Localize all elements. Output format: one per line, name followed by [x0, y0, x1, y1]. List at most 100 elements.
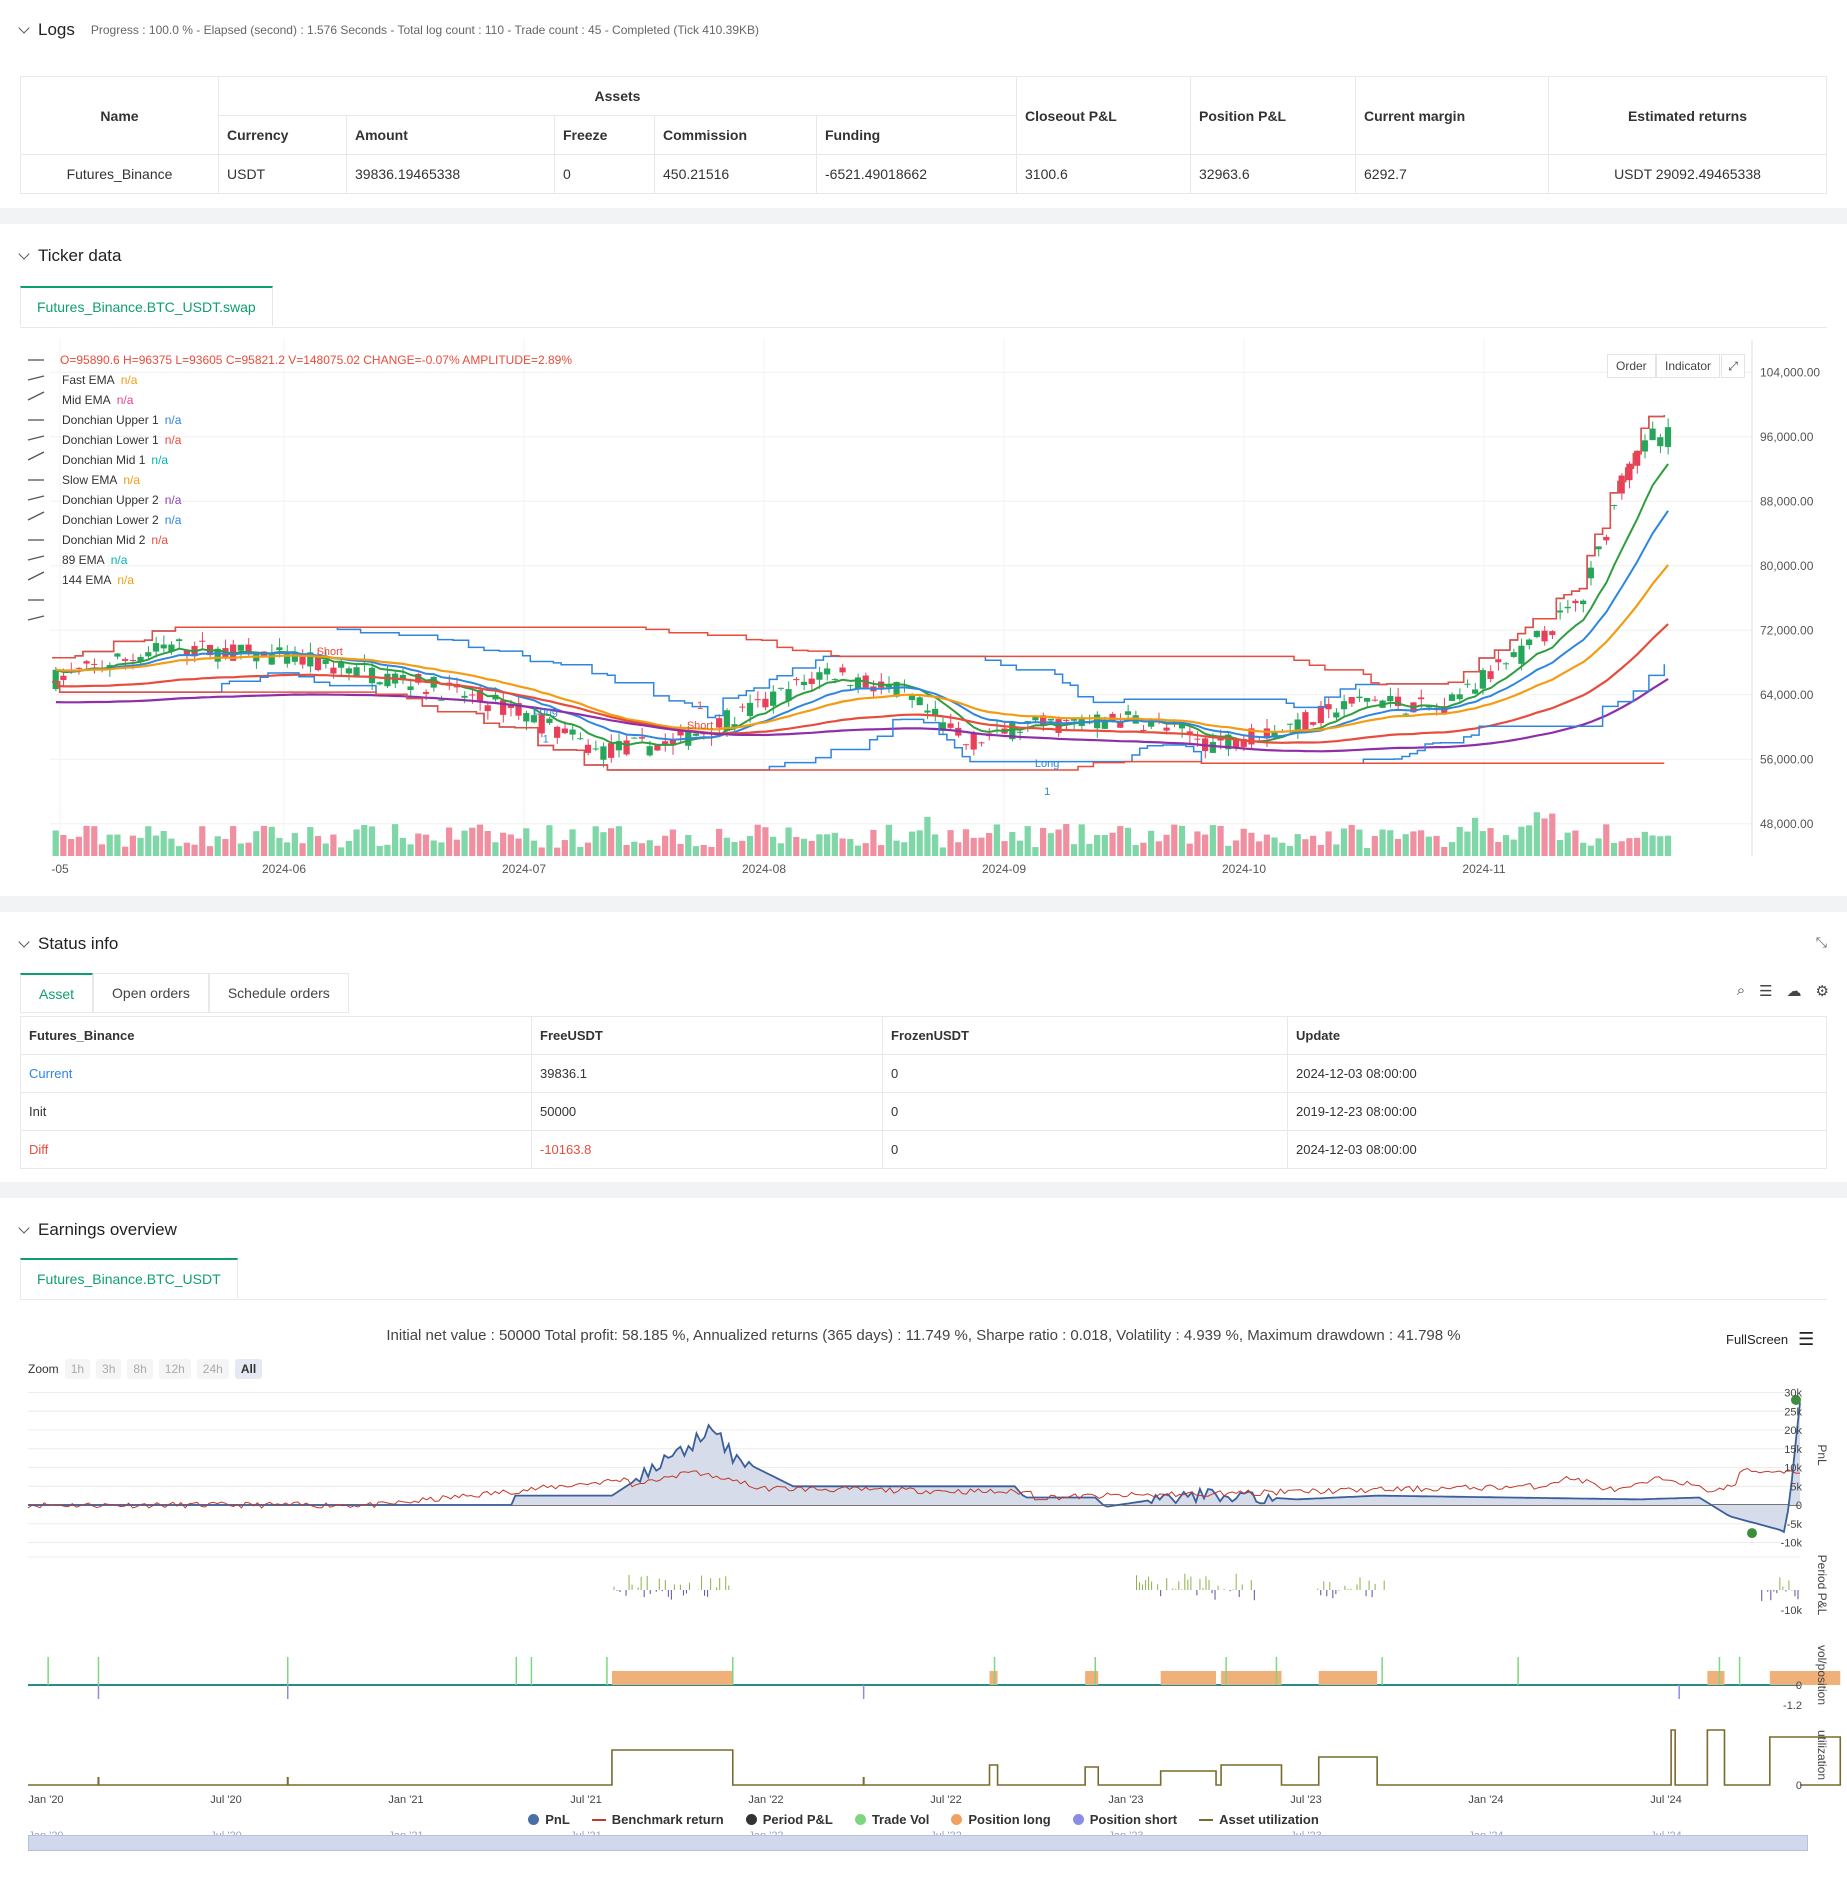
benchmark-line	[27, 1467, 1801, 1509]
volume-bar	[716, 828, 723, 856]
candle	[1564, 606, 1571, 609]
legend-item[interactable]: Trade Vol	[854, 1812, 929, 1827]
fullscreen-button[interactable]: FullScreen ☰	[1726, 1329, 1814, 1350]
ticker-title: Ticker data	[38, 246, 122, 265]
kline-chart[interactable]: 104,000.00 96,000.00 88,000.00 80,000.00 72,…	[0, 340, 1847, 900]
menu-icon[interactable]: ☰	[1798, 1329, 1815, 1349]
order-button[interactable]: Order	[1607, 354, 1656, 378]
fullscreen-icon[interactable]: ⤢	[1721, 354, 1745, 378]
zoom-8h[interactable]: 8h	[127, 1359, 153, 1379]
earnings-chart[interactable]: 30k 25k 20k 15k 10k 5k 0 -5k -10k -10k 0 -1.2 0 PnL Pe…	[0, 1385, 1847, 1855]
trade-marker-label: Long	[1035, 758, 1059, 770]
zoom-3h[interactable]: 3h	[96, 1359, 122, 1379]
search-icon[interactable]: ⌕	[1736, 982, 1746, 999]
legend-item[interactable]: Period P&L	[745, 1812, 833, 1827]
logs-header[interactable]: Logs Progress : 100.0 % - Elapsed (secon…	[18, 20, 760, 40]
chevron-down-icon[interactable]	[18, 248, 30, 260]
candle	[530, 715, 538, 723]
volume-bar	[160, 831, 167, 856]
candle	[1101, 721, 1108, 729]
list-icon[interactable]: ☰	[1759, 983, 1773, 1000]
fullscreen-label[interactable]: FullScreen	[1726, 1332, 1789, 1347]
legend-item[interactable]: Position long	[951, 1812, 1051, 1827]
zoom-12h[interactable]: 12h	[158, 1359, 191, 1379]
collapse-icon[interactable]: ⤡	[1815, 934, 1827, 950]
candle	[399, 674, 406, 681]
volume-bar	[685, 834, 692, 856]
volume-bar	[83, 825, 90, 856]
candle	[1140, 729, 1147, 731]
indicator-item[interactable]: Fast EMA n/a	[62, 370, 181, 390]
candle	[623, 740, 630, 755]
candle	[1340, 701, 1348, 710]
status-tabs: Asset Open orders Schedule orders	[20, 973, 349, 1013]
row-label-current[interactable]: Current	[20, 1054, 532, 1093]
legend-item[interactable]: Benchmark return	[591, 1812, 724, 1827]
cloud-download-icon[interactable]: ☁	[1786, 983, 1802, 1000]
tab-asset[interactable]: Asset	[20, 973, 94, 1013]
volume-bar	[708, 846, 715, 856]
tab-schedule-orders[interactable]: Schedule orders	[208, 973, 349, 1013]
drawing-tool-icon	[27, 511, 45, 521]
volume-bar	[245, 842, 252, 856]
legend-item[interactable]: PnL	[528, 1812, 570, 1827]
earnings-header[interactable]: Earnings overview	[18, 1220, 177, 1240]
indicator-item[interactable]: Donchian Lower 1 n/a	[62, 430, 181, 450]
candle	[1325, 704, 1332, 710]
logs-summary: Progress : 100.0 % - Elapsed (second) : …	[90, 23, 760, 37]
indicator-item[interactable]: Donchian Mid 1 n/a	[62, 450, 181, 470]
indicator-item[interactable]: Donchian Upper 1 n/a	[62, 410, 181, 430]
tab-earnings-symbol[interactable]: Futures_Binance.BTC_USDT	[20, 1258, 238, 1298]
axis-title: Period P&L	[1815, 1555, 1829, 1616]
volume-bar	[1487, 828, 1494, 856]
indicator-item[interactable]: 144 EMA n/a	[62, 570, 181, 590]
chevron-down-icon[interactable]	[18, 936, 30, 948]
x-tick-label: Jul '24	[1650, 1794, 1681, 1806]
candle	[60, 675, 67, 681]
ticker-header[interactable]: Ticker data	[18, 246, 122, 266]
zoom-all[interactable]: All	[234, 1359, 263, 1379]
x-tick-label: 2024-08	[742, 862, 786, 876]
gear-icon[interactable]: ⚙	[1815, 983, 1829, 1000]
volume-bar	[739, 840, 746, 856]
volume-bar	[577, 846, 584, 856]
tab-open-orders[interactable]: Open orders	[93, 973, 209, 1013]
zoom-24h[interactable]: 24h	[196, 1359, 229, 1379]
navigator-scrollbar[interactable]	[28, 1835, 1808, 1851]
indicator-item[interactable]: Mid EMA n/a	[62, 390, 181, 410]
volume-bar	[947, 830, 954, 856]
indicator-item[interactable]: Donchian Lower 2 n/a	[62, 510, 181, 530]
chevron-down-icon[interactable]	[18, 1222, 30, 1234]
legend-item[interactable]: Position short	[1072, 1812, 1177, 1827]
legend-label: PnL	[545, 1812, 570, 1827]
th-funding: Funding	[816, 115, 1017, 155]
candle	[723, 710, 730, 731]
candle	[561, 728, 568, 734]
candle	[638, 737, 646, 739]
candle	[731, 724, 738, 728]
status-header[interactable]: Status info	[18, 934, 118, 954]
volume-bar	[1518, 826, 1525, 856]
volume-bar	[754, 824, 761, 856]
candle	[600, 746, 607, 760]
candle	[1657, 437, 1664, 447]
indicator-item[interactable]: 89 EMA n/a	[62, 550, 181, 570]
volume-bar	[237, 843, 244, 856]
legend-item[interactable]: Asset utilization	[1199, 1812, 1319, 1827]
indicator-item[interactable]: Donchian Mid 2 n/a	[62, 530, 181, 550]
candle	[746, 702, 754, 717]
candle	[631, 737, 638, 739]
candle	[669, 738, 676, 746]
zoom-1h[interactable]: 1h	[64, 1359, 91, 1379]
volume-bar	[1348, 824, 1355, 856]
volume-bar	[1070, 844, 1078, 856]
indicator-item[interactable]: Donchian Upper 2 n/a	[62, 490, 181, 510]
indicator-button[interactable]: Indicator	[1656, 354, 1721, 378]
candle	[1572, 600, 1579, 604]
chevron-down-icon[interactable]	[18, 22, 30, 34]
volume-bar	[862, 843, 869, 856]
indicator-item[interactable]: Slow EMA n/a	[62, 470, 181, 490]
volume-bar	[276, 837, 283, 856]
volume-bar	[52, 830, 59, 856]
tab-ticker-symbol[interactable]: Futures_Binance.BTC_USDT.swap	[20, 286, 273, 326]
